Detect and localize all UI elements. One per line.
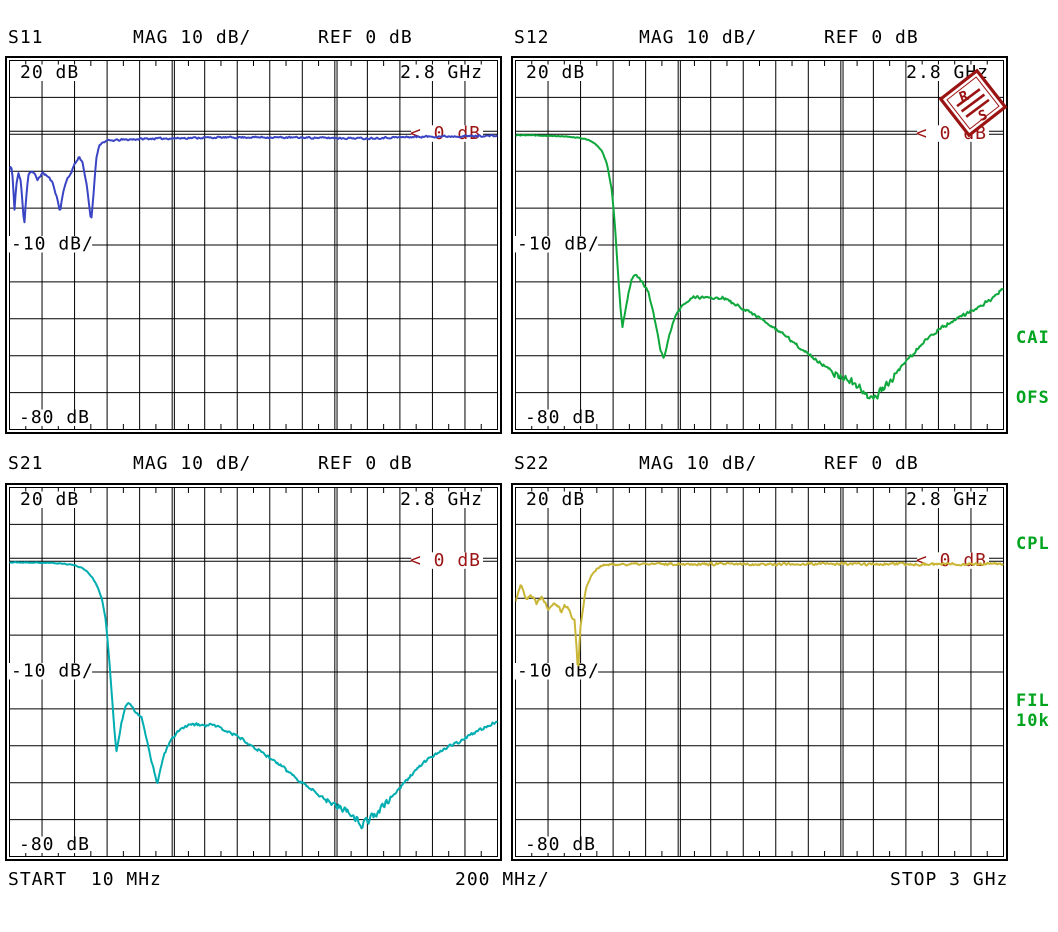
scale-per-div-label: -10 dB/: [11, 234, 94, 255]
scale-top-label: 20 dB: [526, 62, 585, 83]
s11-plot: 20 dB 2.8 GHz -10 dB/ -80 dB < 0 dB: [5, 56, 502, 434]
s12-trace: [515, 133, 1004, 400]
s12-plot-panel: 20 dB 2.8 GHz -10 dB/-80 dB < 0 dB R S: [511, 56, 1008, 434]
rohde-schwarz-logo-icon: RS: [938, 68, 1008, 138]
stop-frequency-label: STOP 3 GHz: [890, 869, 1009, 890]
status-offset: OFS: [1016, 388, 1050, 408]
s22-ref-label: REF 0 dB: [824, 453, 919, 474]
status-if-bandwidth: 10k: [1016, 711, 1050, 731]
marker-frequency-label: 2.8 GHz: [400, 62, 483, 83]
s22-format-label: MAG 10 dB/: [639, 453, 758, 474]
start-frequency-label: START 10 MHz: [8, 869, 162, 890]
s21-trace: [9, 561, 498, 830]
s12-format-label: MAG 10 dB/: [639, 27, 758, 48]
s11-channel-label: S11: [8, 27, 44, 48]
reference-marker-label: < 0 dB: [410, 550, 481, 571]
status-coupled-channels: CPL: [1016, 534, 1050, 554]
s21-plot: 20 dB 2.8 GHz -10 dB/ -80 dB < 0 dB: [5, 483, 502, 861]
s22-plot-panel: 20 dB 2.8 GHz -10 dB/ -80 dB < 0 dB: [511, 483, 1008, 861]
reference-marker-label: < 0 dB: [410, 123, 481, 144]
scale-per-div-label: -10 dB/: [11, 661, 94, 682]
scale-bottom-label: -80 dB: [19, 407, 90, 428]
s21-ref-label: REF 0 dB: [318, 453, 413, 474]
s22-plot: 20 dB 2.8 GHz -10 dB/ -80 dB < 0 dB: [511, 483, 1008, 861]
scale-per-div-label: -10 dB/: [517, 234, 600, 255]
marker-frequency-label: 2.8 GHz: [906, 489, 989, 510]
s12-ref-label: REF 0 dB: [824, 27, 919, 48]
grid: [9, 60, 498, 430]
status-if-filter: FIL: [1016, 691, 1050, 711]
scale-bottom-label: -80 dB: [525, 407, 596, 428]
status-cal-interpolated: CAI: [1016, 328, 1050, 348]
s21-channel-label: S21: [8, 453, 44, 474]
s11-ref-label: REF 0 dB: [318, 27, 413, 48]
scale-top-label: 20 dB: [20, 489, 79, 510]
scale-bottom-label: -80 dB: [525, 834, 596, 855]
scale-per-div-label: -10 dB/: [517, 661, 600, 682]
marker-frequency-label: 2.8 GHz: [400, 489, 483, 510]
s11-trace: [9, 133, 498, 224]
scale-top-label: 20 dB: [526, 489, 585, 510]
s11-format-label: MAG 10 dB/: [133, 27, 252, 48]
frequency-per-div-label: 200 MHz/: [455, 869, 550, 890]
reference-marker-label: < 0 dB: [916, 550, 987, 571]
s21-format-label: MAG 10 dB/: [133, 453, 252, 474]
s11-plot-panel: 20 dB 2.8 GHz -10 dB/ -80 dB < 0 dB: [5, 56, 502, 434]
s21-plot-panel: 20 dB 2.8 GHz -10 dB/ -80 dB < 0 dB: [5, 483, 502, 861]
scale-top-label: 20 dB: [20, 62, 79, 83]
grid: [515, 487, 1004, 857]
scale-bottom-label: -80 dB: [19, 834, 90, 855]
s12-channel-label: S12: [514, 27, 550, 48]
s22-trace: [515, 561, 1004, 667]
s22-channel-label: S22: [514, 453, 550, 474]
